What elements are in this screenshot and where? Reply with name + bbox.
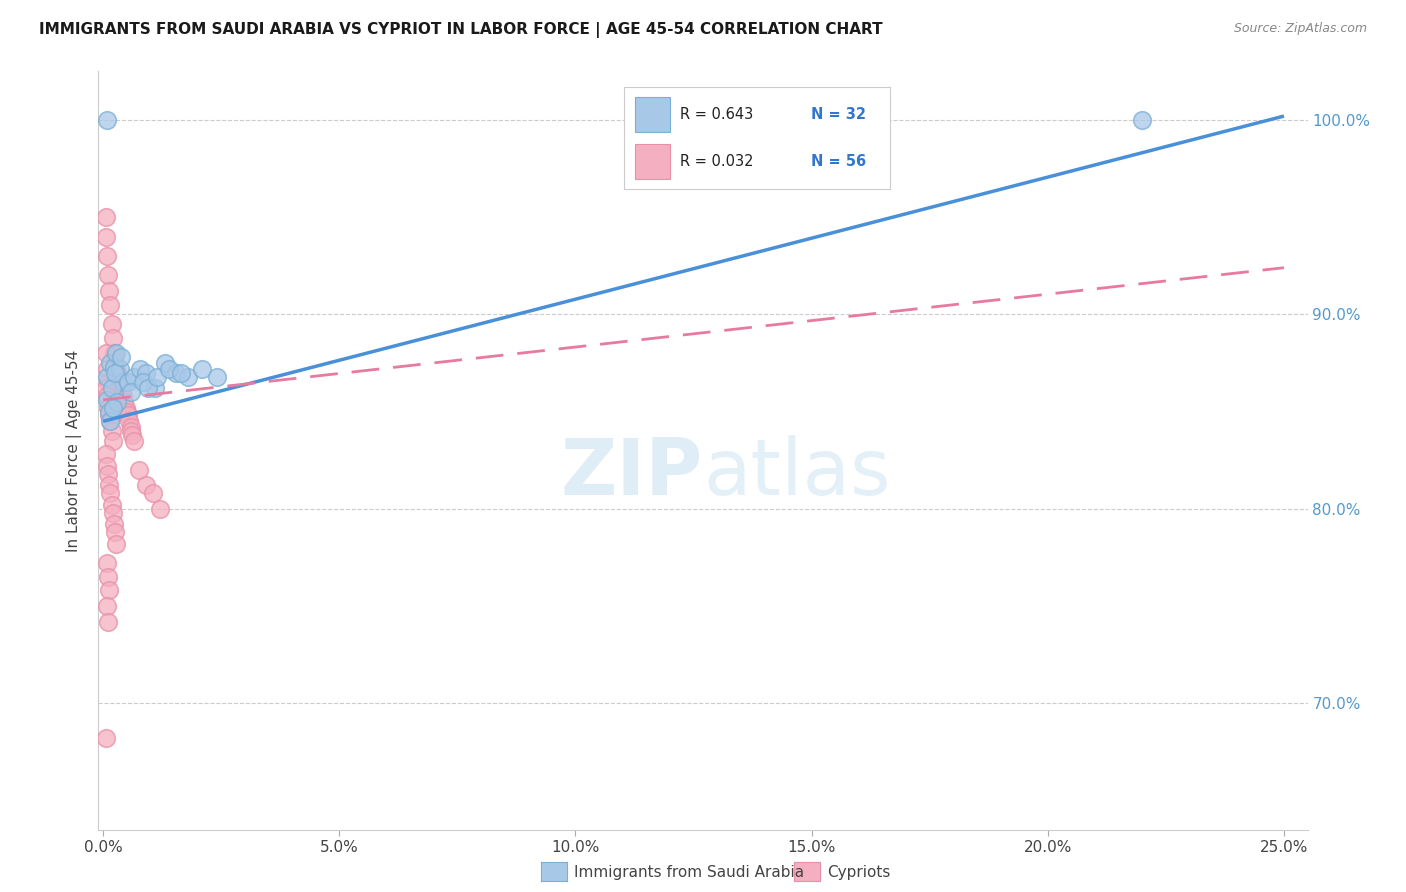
Point bbox=[117, 376, 139, 390]
Point bbox=[104, 366, 127, 380]
Point bbox=[96, 249, 118, 263]
Point bbox=[105, 346, 128, 360]
Text: ZIP: ZIP bbox=[561, 435, 703, 511]
Point bbox=[97, 404, 120, 418]
Point bbox=[96, 369, 118, 384]
Point bbox=[94, 381, 117, 395]
Point bbox=[94, 447, 117, 461]
Point bbox=[101, 506, 124, 520]
Point bbox=[1130, 112, 1153, 127]
Point bbox=[103, 517, 125, 532]
Point bbox=[110, 381, 132, 395]
Point bbox=[114, 401, 136, 415]
Point bbox=[111, 385, 134, 400]
Point bbox=[108, 376, 131, 390]
Point bbox=[98, 298, 121, 312]
Point bbox=[96, 361, 118, 376]
Point bbox=[146, 369, 169, 384]
Point bbox=[121, 385, 143, 400]
Text: Cypriots: Cypriots bbox=[827, 865, 890, 880]
Point bbox=[97, 570, 120, 584]
Point bbox=[115, 404, 138, 418]
Point bbox=[96, 458, 118, 473]
Point bbox=[121, 428, 143, 442]
Point bbox=[112, 395, 135, 409]
Point bbox=[191, 361, 214, 376]
Point bbox=[97, 401, 120, 415]
Point bbox=[98, 414, 121, 428]
Point bbox=[101, 331, 124, 345]
Point bbox=[108, 361, 131, 376]
Point bbox=[94, 229, 117, 244]
Point bbox=[120, 420, 142, 434]
Point bbox=[97, 615, 120, 629]
Point bbox=[94, 731, 117, 746]
Point bbox=[107, 369, 129, 384]
Point bbox=[105, 395, 128, 409]
Point bbox=[97, 376, 120, 390]
Text: Immigrants from Saudi Arabia: Immigrants from Saudi Arabia bbox=[574, 865, 804, 880]
Point bbox=[96, 556, 118, 570]
Point bbox=[122, 369, 145, 384]
Point bbox=[165, 366, 187, 380]
Point bbox=[132, 376, 155, 390]
Point bbox=[100, 498, 122, 512]
Point bbox=[105, 537, 128, 551]
Point bbox=[170, 366, 193, 380]
Point bbox=[97, 467, 120, 481]
Point bbox=[153, 356, 176, 370]
Point bbox=[117, 409, 139, 423]
Y-axis label: In Labor Force | Age 45-54: In Labor Force | Age 45-54 bbox=[66, 350, 83, 551]
Point bbox=[97, 284, 120, 298]
Point bbox=[104, 356, 127, 370]
Point bbox=[94, 210, 117, 224]
Point bbox=[105, 366, 128, 380]
Point bbox=[103, 359, 125, 374]
Point bbox=[105, 361, 128, 376]
Point bbox=[94, 346, 117, 360]
Point bbox=[111, 389, 134, 403]
Point bbox=[135, 478, 157, 492]
Point bbox=[97, 268, 120, 283]
Point bbox=[100, 381, 122, 395]
Point bbox=[136, 381, 159, 395]
Point bbox=[149, 501, 172, 516]
Point bbox=[142, 486, 165, 500]
Point bbox=[101, 434, 124, 448]
Point bbox=[205, 369, 228, 384]
Point bbox=[98, 356, 121, 370]
Point bbox=[97, 478, 120, 492]
Point bbox=[129, 361, 152, 376]
Point bbox=[100, 317, 122, 331]
Point bbox=[128, 463, 150, 477]
Point bbox=[96, 389, 118, 403]
Point bbox=[118, 414, 141, 428]
Point bbox=[96, 599, 118, 613]
Point bbox=[98, 486, 121, 500]
Text: Source: ZipAtlas.com: Source: ZipAtlas.com bbox=[1233, 22, 1367, 36]
Text: atlas: atlas bbox=[703, 435, 890, 511]
Point bbox=[96, 392, 118, 407]
Point bbox=[177, 369, 200, 384]
Point bbox=[110, 350, 132, 364]
Point bbox=[101, 401, 124, 415]
Point bbox=[143, 381, 166, 395]
Text: IMMIGRANTS FROM SAUDI ARABIA VS CYPRIOT IN LABOR FORCE | AGE 45-54 CORRELATION C: IMMIGRANTS FROM SAUDI ARABIA VS CYPRIOT … bbox=[39, 22, 883, 38]
Point bbox=[98, 414, 121, 428]
Point bbox=[97, 409, 120, 423]
Point bbox=[96, 112, 118, 127]
Point bbox=[97, 583, 120, 598]
Point bbox=[157, 361, 180, 376]
Point bbox=[122, 434, 145, 448]
Point bbox=[104, 525, 127, 540]
Point bbox=[111, 376, 134, 390]
Point bbox=[100, 424, 122, 438]
Point bbox=[121, 424, 143, 438]
Point bbox=[135, 366, 157, 380]
Point bbox=[103, 346, 125, 360]
